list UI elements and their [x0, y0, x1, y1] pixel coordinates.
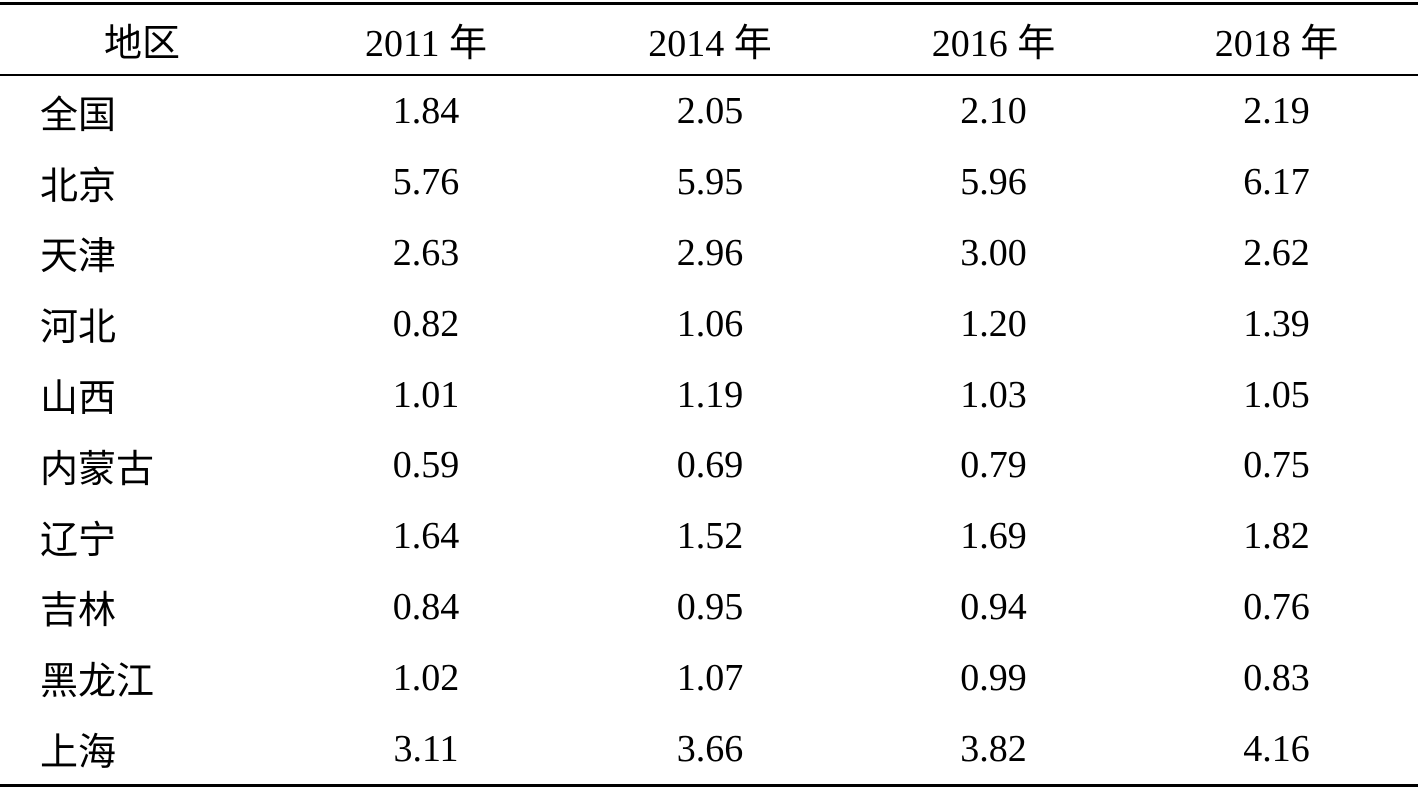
region-cell: 河北 [40, 307, 117, 350]
value-cell: 0.84 [392, 585, 460, 628]
table-row: 天津 2.63 2.96 3.00 2.62 [0, 218, 1418, 289]
header-row: 地区 2011 年 2014 年 2016 年 2018 年 [0, 3, 1418, 75]
table-body: 全国 1.84 2.05 2.10 2.19 北京 5.76 5.95 5.96 6.17 天津 2.… [0, 75, 1418, 786]
table-row: 内蒙古 0.59 0.69 0.79 0.75 [0, 430, 1418, 501]
value-cell: 0.99 [960, 656, 1027, 699]
value-cell: 0.79 [960, 444, 1027, 487]
header-year-2011: 2011 年 [364, 23, 488, 65]
value-cell: 0.95 [676, 585, 744, 628]
value-cell: 5.76 [392, 161, 460, 204]
value-cell: 1.01 [392, 373, 460, 416]
region-cell: 北京 [40, 165, 117, 208]
value-cell: 0.94 [960, 585, 1027, 628]
value-cell: 2.19 [1243, 90, 1310, 133]
region-cell: 山西 [40, 378, 117, 421]
value-cell: 3.66 [676, 727, 744, 770]
value-cell: 0.75 [1243, 444, 1310, 487]
value-cell: 1.52 [676, 515, 744, 558]
value-cell: 1.39 [1243, 302, 1310, 345]
value-cell: 1.69 [960, 515, 1027, 558]
table-header: 地区 2011 年 2014 年 2016 年 2018 年 [0, 3, 1418, 75]
value-cell: 1.02 [392, 656, 460, 699]
value-cell: 5.95 [676, 161, 744, 204]
table-row: 河北 0.82 1.06 1.20 1.39 [0, 288, 1418, 359]
value-cell: 2.10 [960, 90, 1027, 133]
table-row: 北京 5.76 5.95 5.96 6.17 [0, 147, 1418, 218]
value-cell: 1.19 [676, 373, 744, 416]
value-cell: 2.96 [676, 231, 744, 274]
region-cell: 内蒙古 [40, 448, 155, 491]
value-cell: 2.05 [676, 90, 744, 133]
value-cell: 3.82 [960, 727, 1027, 770]
value-cell: 6.17 [1243, 161, 1310, 204]
table-row: 吉林 0.84 0.95 0.94 0.76 [0, 572, 1418, 643]
region-cell: 吉林 [40, 590, 117, 633]
value-cell: 1.07 [676, 656, 744, 699]
header-year-2018: 2018 年 [1214, 23, 1339, 65]
value-cell: 2.62 [1243, 231, 1310, 274]
value-cell: 3.11 [393, 727, 459, 770]
table-row: 全国 1.84 2.05 2.10 2.19 [0, 75, 1418, 147]
value-cell: 1.20 [960, 302, 1027, 345]
value-cell: 1.82 [1243, 515, 1310, 558]
value-cell: 3.00 [960, 231, 1027, 274]
value-cell: 5.96 [960, 161, 1027, 204]
table-row: 辽宁 1.64 1.52 1.69 1.82 [0, 501, 1418, 572]
value-cell: 1.06 [676, 302, 744, 345]
region-cell: 辽宁 [40, 519, 117, 562]
value-cell: 4.16 [1243, 727, 1310, 770]
value-cell: 0.82 [392, 302, 460, 345]
region-cell: 天津 [40, 236, 117, 279]
value-cell: 0.76 [1243, 585, 1310, 628]
region-cell: 黑龙江 [40, 661, 155, 704]
value-cell: 2.63 [392, 231, 460, 274]
value-cell: 1.84 [392, 90, 460, 133]
table-row: 黑龙江 1.02 1.07 0.99 0.83 [0, 642, 1418, 713]
value-cell: 0.59 [392, 444, 460, 487]
region-cell: 全国 [40, 94, 117, 137]
header-region: 地区 [103, 23, 180, 65]
region-cell: 上海 [40, 732, 117, 775]
value-cell: 0.69 [676, 444, 744, 487]
header-year-2016: 2016 年 [931, 23, 1056, 65]
value-cell: 1.05 [1243, 373, 1310, 416]
table-row: 上海 3.11 3.66 3.82 4.16 [0, 713, 1418, 786]
header-year-2014: 2014 年 [648, 23, 772, 65]
table-row: 山西 1.01 1.19 1.03 1.05 [0, 359, 1418, 430]
value-cell: 1.64 [392, 515, 460, 558]
value-cell: 1.03 [960, 373, 1027, 416]
value-cell: 0.83 [1243, 656, 1310, 699]
